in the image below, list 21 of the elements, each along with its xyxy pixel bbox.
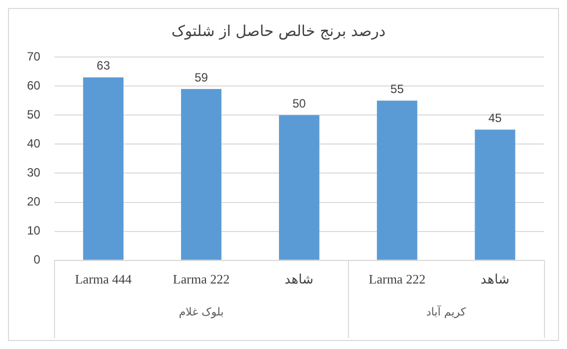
y-tick-label: 30 [26, 166, 41, 180]
x-tick-label: Larma 222 [368, 272, 426, 287]
chart-title: درصد برنج خالص حاصل از شلتوک [171, 22, 386, 40]
y-tick-label: 20 [26, 194, 41, 209]
y-tick-label: 70 [26, 49, 41, 64]
y-tick-label: 60 [26, 78, 41, 92]
text: کریم آباد [426, 304, 467, 318]
x-tick-label: Larma 444 [74, 272, 132, 287]
data-label: 59 [194, 70, 208, 84]
x-tick-label: شاهد [284, 272, 314, 287]
data-label: 50 [292, 96, 306, 110]
data-label: 45 [488, 110, 502, 125]
x-tick-label: Larma 222 [172, 272, 230, 287]
data-label: 63 [96, 58, 110, 73]
y-tick-label: 10 [26, 224, 41, 238]
y-tick-label: 0 [34, 252, 41, 267]
y-tick-label: 40 [26, 136, 41, 150]
x-tick-label: شاهد [480, 272, 510, 287]
data-label: 55 [390, 82, 404, 96]
text: بلوک غلام [178, 305, 224, 318]
y-tick-label: 50 [26, 107, 41, 122]
